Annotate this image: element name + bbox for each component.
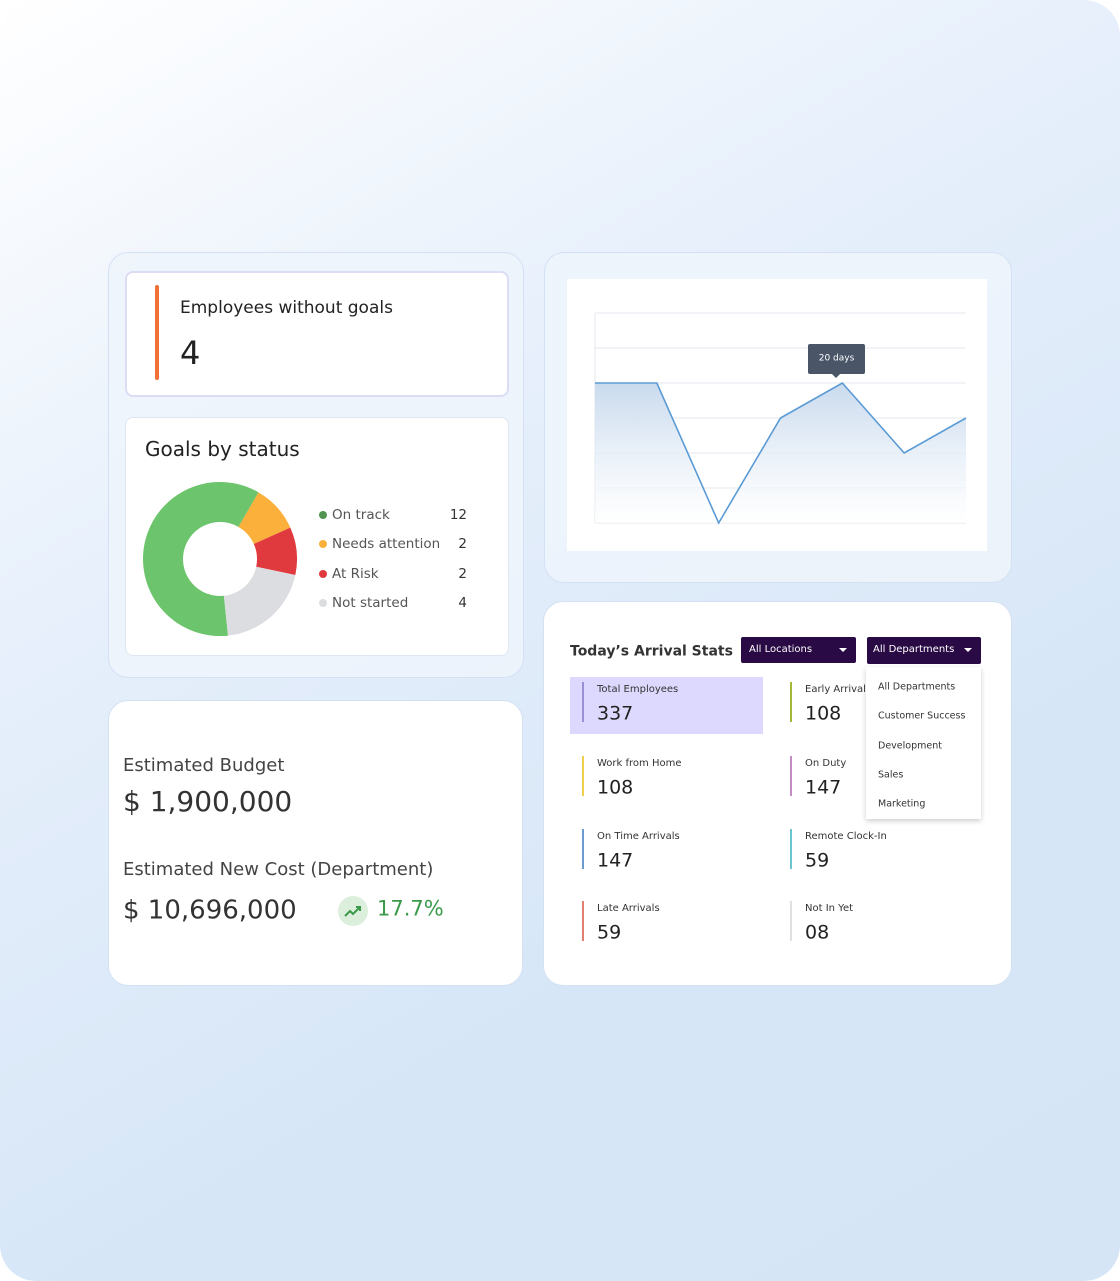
- stat-bar: [790, 829, 792, 869]
- chart-title: Goals by status: [145, 437, 300, 461]
- caret: [964, 648, 972, 652]
- stat-bar: [582, 682, 584, 722]
- legend-value: 2: [458, 565, 467, 582]
- stat-value: 337: [597, 702, 634, 725]
- stat-label: Remote Clock-In: [805, 831, 887, 842]
- stat-label: Work from Home: [597, 758, 682, 769]
- stat-label: Early Arrivals: [805, 684, 872, 695]
- menu-item[interactable]: All Departments: [878, 681, 956, 693]
- area: [595, 383, 966, 523]
- stat-label: Total Employees: [597, 684, 679, 695]
- line-chart: [594, 312, 967, 525]
- kpi-title: Employees without goals: [180, 297, 393, 318]
- tooltip: [808, 344, 865, 374]
- kpi-value: 4: [180, 333, 201, 372]
- kpi-card: [125, 271, 509, 397]
- stat-value: 147: [805, 776, 842, 799]
- stat-value: 59: [805, 849, 830, 872]
- dropdown-text: All Departments: [873, 644, 955, 655]
- legend-dot: [319, 598, 327, 607]
- tooltip-arrow: [831, 373, 841, 378]
- dropdown-text: All Locations: [749, 644, 813, 655]
- trend-icon: [338, 896, 368, 926]
- donut-slice: [223, 566, 296, 636]
- stat-bar: [582, 756, 584, 796]
- stat-label: Late Arrivals: [597, 903, 660, 914]
- arrival-title: Today’s Arrival Stats: [570, 643, 733, 660]
- legend-value: 2: [458, 536, 467, 553]
- budget-value: $ 1,900,000: [123, 785, 293, 819]
- stat-bar: [790, 901, 792, 941]
- stat-value: 08: [805, 921, 830, 944]
- highlight: [570, 677, 763, 734]
- cost-label: Estimated New Cost (Department): [123, 859, 434, 881]
- stat-bar: [790, 756, 792, 796]
- legend-label: Not started: [332, 594, 409, 611]
- donut-slice: [143, 482, 259, 636]
- menu-item[interactable]: Development: [878, 739, 942, 751]
- location-dropdown[interactable]: [741, 637, 856, 663]
- stat-value: 108: [805, 702, 842, 725]
- menu-item[interactable]: Customer Success: [878, 710, 966, 722]
- donut-chart: [143, 482, 297, 636]
- stat-bar: [790, 682, 792, 722]
- stat-label: Not In Yet: [805, 903, 854, 914]
- stat-value: 108: [597, 776, 634, 799]
- stat-value: 59: [597, 921, 622, 944]
- budget-label: Estimated Budget: [123, 755, 285, 777]
- legend-label: Needs attention: [332, 536, 441, 553]
- menu-item[interactable]: Marketing: [878, 798, 926, 810]
- legend-value: 4: [458, 594, 467, 611]
- legend-dot: [319, 511, 327, 519]
- menu-item[interactable]: Sales: [878, 769, 904, 781]
- legend-dot: [319, 569, 327, 578]
- department-dropdown[interactable]: [867, 637, 981, 664]
- stat-label: On Time Arrivals: [597, 831, 680, 842]
- donut-slice: [238, 492, 291, 544]
- legend-label: At Risk: [332, 565, 379, 582]
- stat-label: On Duty: [805, 758, 847, 769]
- budget-card: [108, 700, 523, 986]
- cost-change: 17.7%: [377, 896, 444, 921]
- legend-dot: [319, 540, 327, 549]
- tooltip-text: 20 days: [818, 353, 855, 364]
- legend-label: On track: [332, 506, 390, 523]
- dropdown-menu: All Departments Customer Success Developme…: [866, 667, 981, 819]
- stat-bar: [582, 829, 584, 869]
- cost-value: $ 10,696,000: [123, 895, 297, 926]
- accent-bar: [155, 285, 159, 380]
- donut-slice: [253, 527, 297, 576]
- line: [595, 381, 967, 525]
- stat-value: 147: [597, 849, 634, 872]
- stat-bar: [582, 901, 584, 941]
- caret: [839, 648, 847, 652]
- legend-value: 12: [449, 506, 467, 523]
